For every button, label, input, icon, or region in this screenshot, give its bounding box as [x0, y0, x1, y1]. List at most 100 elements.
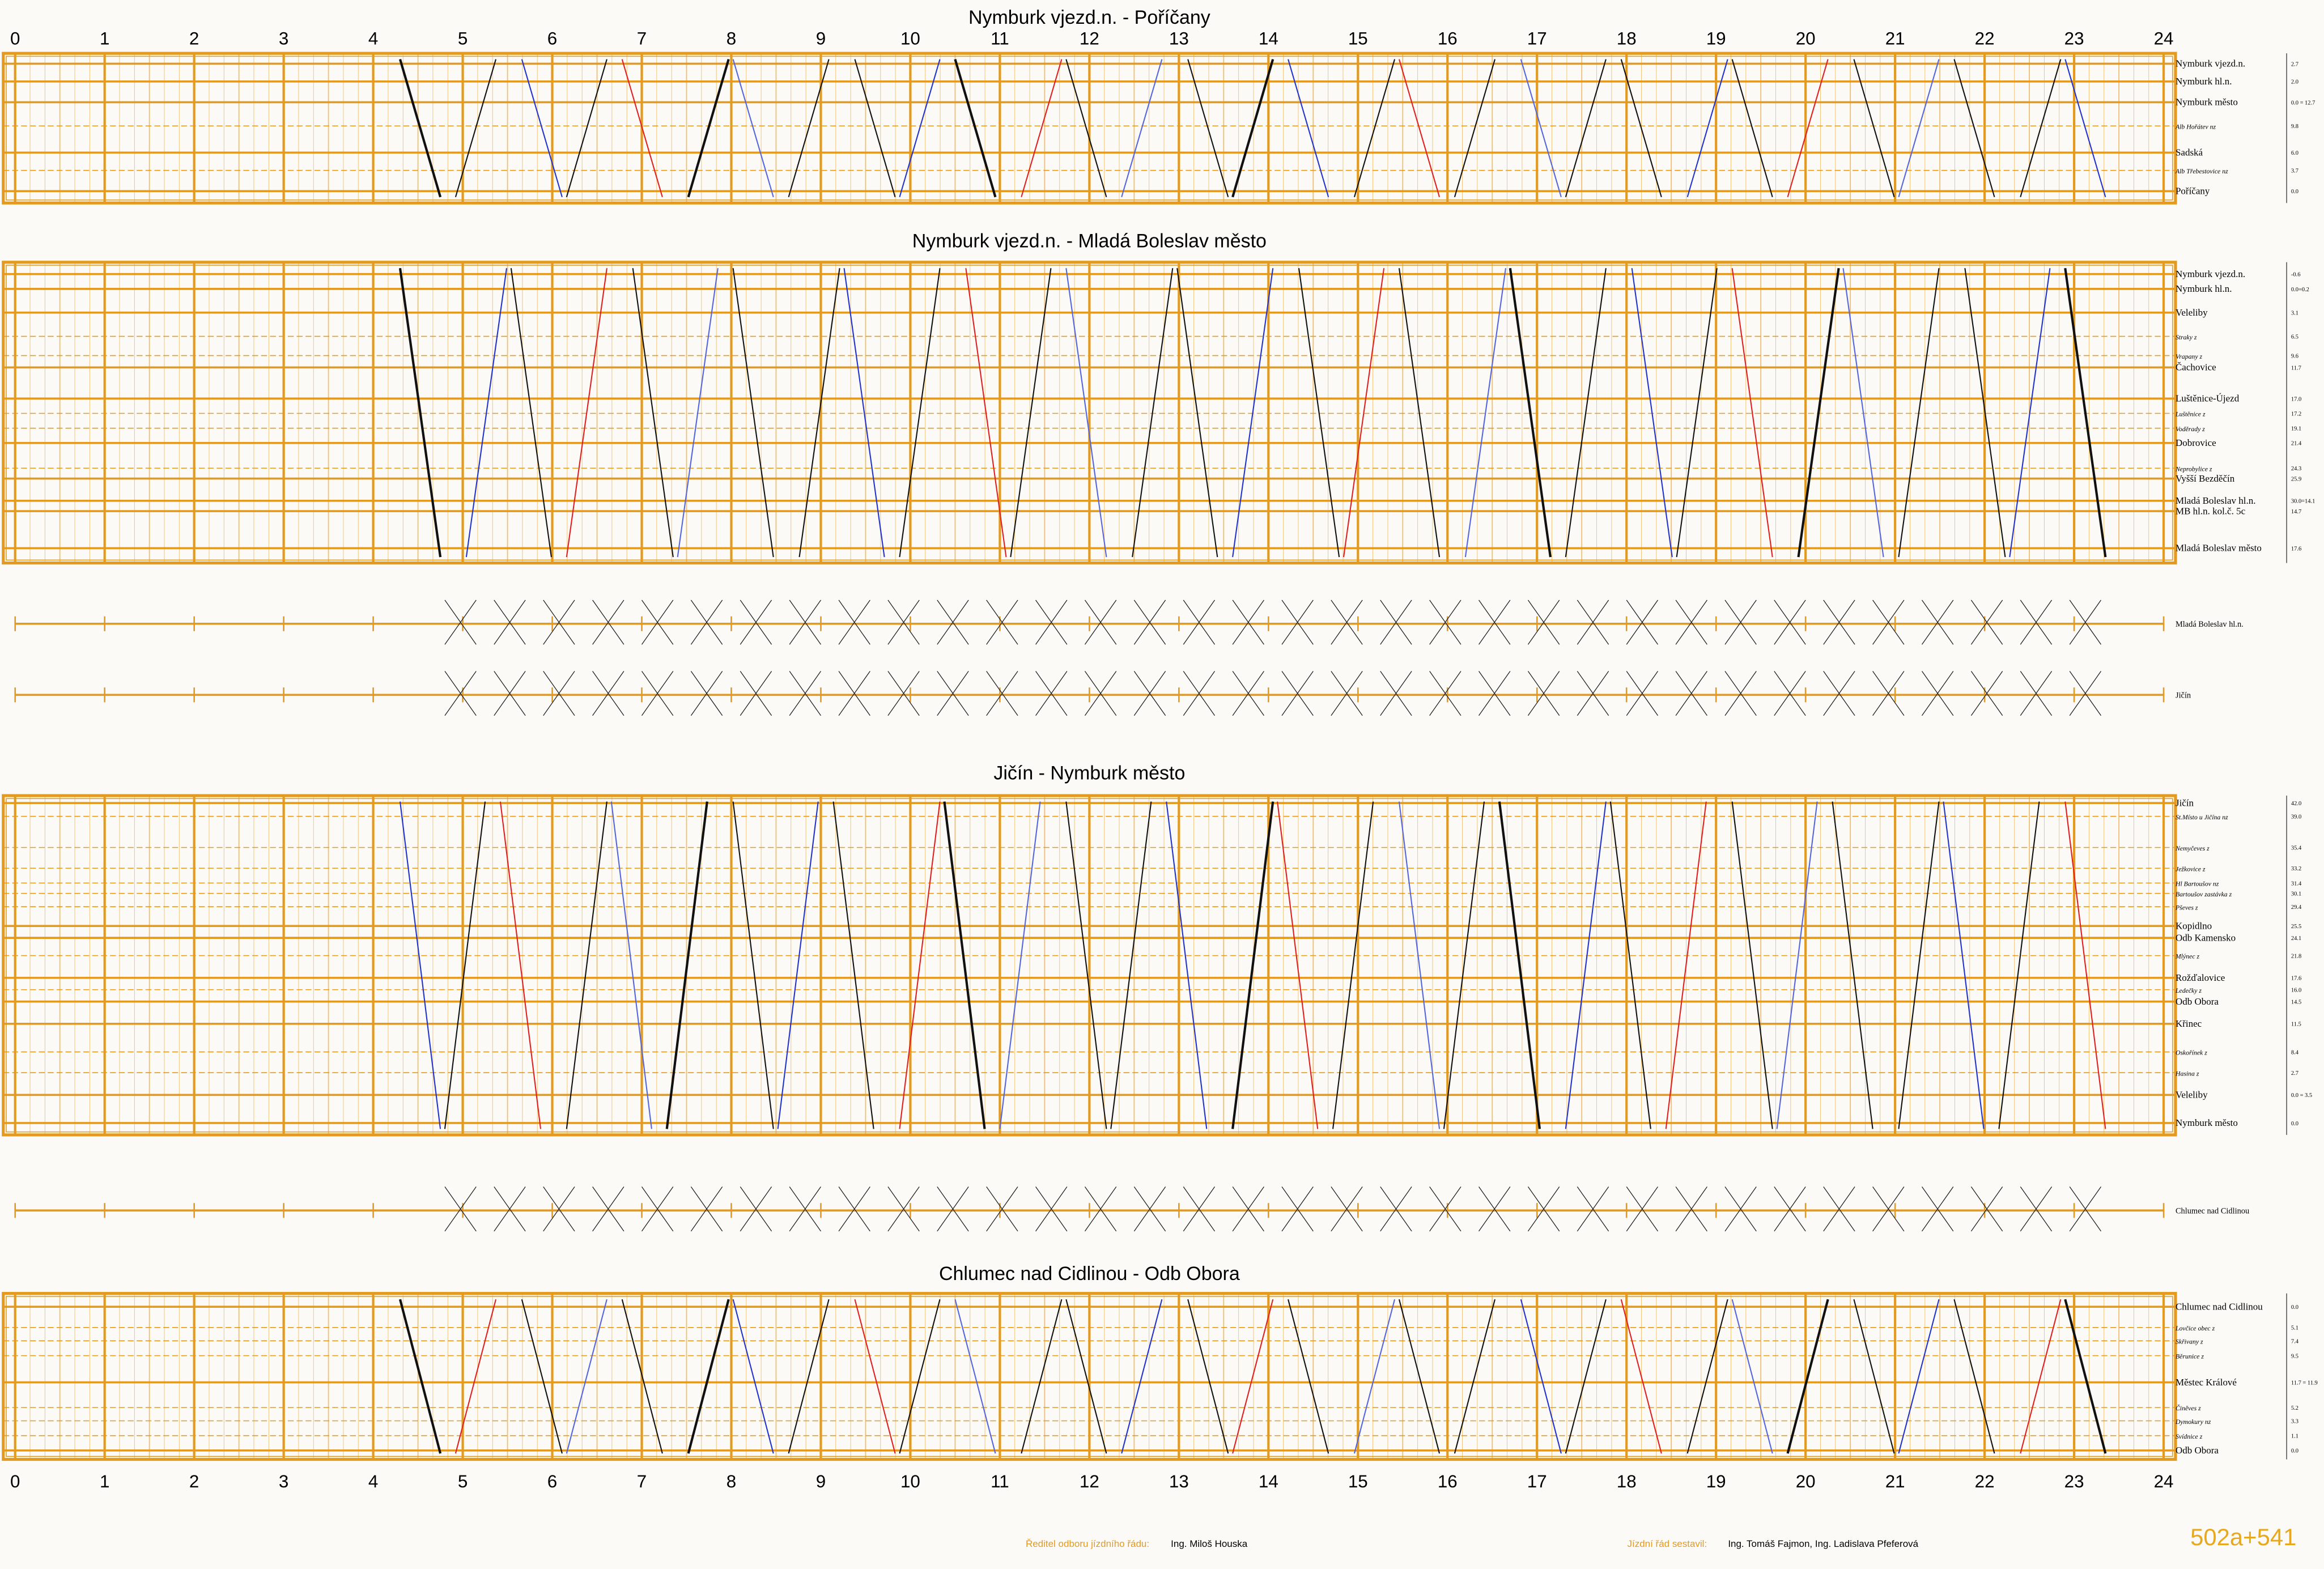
- strip-train: [543, 599, 575, 645]
- station-km: 0.0: [2291, 1448, 2298, 1455]
- strip-train: [690, 671, 723, 716]
- train-path: [1353, 1299, 1396, 1454]
- train-path: [954, 1299, 996, 1454]
- train-path: [1686, 1299, 1728, 1454]
- train-path: [732, 1299, 774, 1454]
- train-path: [832, 801, 874, 1129]
- panel-frame: [2, 52, 2177, 205]
- hour-label: 5: [458, 1472, 468, 1491]
- station-km: 9.6: [2291, 353, 2298, 359]
- train-path: [1342, 268, 1385, 558]
- train-path: [1398, 1299, 1441, 1454]
- strip-train: [543, 671, 575, 716]
- strip-train: [1823, 599, 1855, 645]
- strip-station-name: Mladá Boleslav hl.n.: [2176, 620, 2244, 629]
- strip-train: [2020, 599, 2053, 645]
- strip-train: [1823, 671, 1855, 716]
- train-path: [566, 59, 607, 198]
- station-km: 17.6: [2291, 546, 2301, 552]
- hour-label: 12: [1080, 1472, 1099, 1491]
- station-name: Vyšší Bezděčín: [2176, 473, 2235, 484]
- hour-label: 14: [1259, 28, 1278, 48]
- train-path: [566, 801, 607, 1129]
- station-name: Hl Bartoušov nz: [2175, 881, 2219, 888]
- train-path: [1298, 268, 1340, 558]
- station-km: 3.1: [2291, 311, 2298, 317]
- hour-label: 17: [1527, 1472, 1547, 1491]
- strip-train: [1577, 599, 1609, 645]
- station-km: 24.3: [2291, 466, 2301, 472]
- train-path: [1187, 59, 1229, 198]
- train-path: [2064, 1299, 2107, 1454]
- strip-train: [1527, 671, 1560, 716]
- train-path: [1898, 59, 1940, 198]
- strip-train: [1380, 671, 1412, 716]
- strip-train: [1872, 671, 1905, 716]
- train-path: [566, 268, 607, 558]
- station-km: 0.0: [2291, 1121, 2298, 1127]
- station-name: Nymburk vjezd.n.: [2176, 269, 2245, 279]
- strip-train: [986, 599, 1018, 645]
- strip-train: [494, 599, 526, 645]
- hour-label: 3: [279, 1472, 288, 1491]
- hour-label: 14: [1259, 1472, 1278, 1491]
- strip-train: [592, 1187, 624, 1232]
- train-path: [1953, 59, 1995, 198]
- station-name: Mladá Boleslav město: [2176, 543, 2262, 554]
- station-km: 7.4: [2291, 1338, 2299, 1345]
- strip-train: [641, 1187, 674, 1232]
- train-path: [1454, 59, 1496, 198]
- station-name: Čachovice: [2176, 362, 2216, 373]
- train-path: [1520, 59, 1562, 198]
- station-name: Nymburk město: [2176, 1117, 2238, 1128]
- station-km: 0.0: [2291, 189, 2298, 195]
- strip-train: [1035, 599, 1068, 645]
- station-name: Alb Hořátev nz: [2175, 123, 2216, 130]
- train-path: [1353, 59, 1396, 198]
- train-path: [1797, 267, 1840, 558]
- hour-label: 3: [279, 28, 288, 48]
- station-name: Ledečky z: [2175, 987, 2202, 994]
- strip-train: [1478, 1187, 1511, 1232]
- train-path: [2064, 801, 2106, 1129]
- station-name: Straky z: [2176, 334, 2197, 341]
- station-km: 17.6: [2291, 976, 2301, 982]
- train-path: [398, 267, 442, 558]
- station-km: 21.4: [2291, 441, 2302, 447]
- strip-train: [887, 1187, 920, 1232]
- train-path: [1065, 59, 1107, 198]
- hour-label: 0: [10, 28, 20, 48]
- strip-train: [1970, 599, 2003, 645]
- train-path: [1065, 268, 1107, 558]
- train-path: [1021, 1299, 1063, 1454]
- hour-label: 7: [637, 1472, 647, 1491]
- train-path: [1232, 1299, 1274, 1454]
- strip-train: [1429, 599, 1461, 645]
- strip-train: [1084, 599, 1117, 645]
- hour-label: 20: [1796, 1472, 1816, 1491]
- strip-train: [1133, 599, 1166, 645]
- hour-label: 6: [547, 1472, 557, 1491]
- strip-train: [2020, 1187, 2053, 1232]
- station-km: 11.5: [2291, 1022, 2301, 1028]
- station-km: 3.3: [2291, 1418, 2298, 1425]
- panel-frame-inner: [6, 56, 2173, 201]
- station-name: Bartoušov zastávka z: [2176, 891, 2232, 898]
- station-name: Běrunice z: [2176, 1353, 2204, 1360]
- hour-label: 24: [2154, 1472, 2174, 1491]
- strip-train: [2069, 599, 2102, 645]
- strip-train: [1429, 671, 1461, 716]
- train-path: [1842, 268, 1884, 558]
- station-km: 0.0 = 3.5: [2291, 1092, 2312, 1099]
- panel-title: Chlumec nad Cidlinou - Odb Obora: [939, 1263, 1240, 1285]
- station-name: Svídnice z: [2176, 1433, 2203, 1440]
- panel-frame-inner: [6, 798, 2173, 1133]
- strip-train: [592, 671, 624, 716]
- hour-label: 13: [1169, 28, 1189, 48]
- station-km: 29.4: [2291, 904, 2302, 911]
- train-path: [798, 268, 840, 558]
- hour-label: 8: [726, 28, 736, 48]
- train-path: [1464, 268, 1506, 558]
- train-path: [454, 1299, 497, 1454]
- station-km: 0.0=0.2: [2291, 287, 2309, 293]
